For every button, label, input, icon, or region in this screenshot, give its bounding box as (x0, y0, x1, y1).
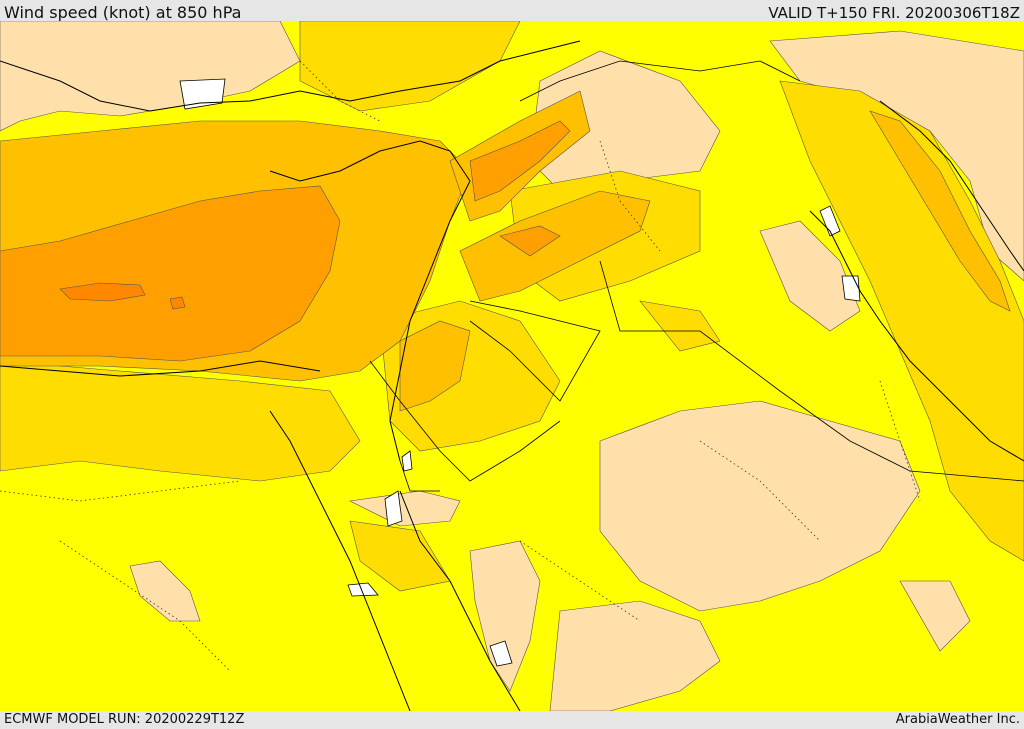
amber-region-jordan (399, 320, 471, 412)
tan-region-egypt (129, 560, 201, 622)
tan-region-arabia (599, 400, 921, 612)
coast-turkey (0, 40, 581, 112)
header-bar: Wind speed (knot) at 850 hPa VALID T+150… (0, 0, 1024, 22)
gold-region-iraq (639, 300, 721, 352)
wind-band-dark-orange (59, 282, 186, 310)
tan-region-red-sea (469, 540, 541, 692)
map-title: Wind speed (knot) at 850 hPa (4, 3, 242, 22)
gold-region-egypt-north (0, 360, 361, 482)
credit-text: ArabiaWeather Inc. (895, 712, 1020, 727)
gulf-of-aqaba (384, 490, 403, 527)
coast-persian-gulf (809, 210, 1024, 462)
orange-region-levant (469, 120, 571, 202)
border-egypt (399, 460, 440, 492)
red-sea-south (489, 640, 513, 667)
dotted-line-6 (519, 540, 641, 622)
tan-region-east (899, 580, 971, 652)
coast-levant (269, 140, 471, 462)
tan-region-zagros (759, 220, 861, 332)
dark-orange-core (59, 282, 146, 302)
model-run: ECMWF MODEL RUN: 20200229T12Z (4, 712, 245, 727)
amber-region-iran-strip (869, 110, 1011, 312)
dotted-line-2 (59, 540, 231, 672)
border-jordan (469, 300, 601, 402)
province-boundaries (0, 60, 921, 672)
gold-region-upper (299, 21, 521, 112)
valid-time: VALID T+150 FRI. 20200306T18Z (768, 4, 1020, 22)
orange-region-syria (499, 225, 561, 257)
gold-region-sinai-south (349, 520, 451, 592)
wind-speed-map (0, 21, 1024, 711)
dotted-line-7 (299, 60, 381, 122)
dotted-line-4 (699, 440, 821, 542)
coast-red-sea-east (399, 490, 521, 711)
border-syria-iraq (519, 60, 801, 102)
coast-egypt (0, 360, 321, 377)
dead-sea (401, 450, 413, 472)
border-saudi (369, 360, 561, 482)
lake-balkan (179, 78, 226, 110)
footer-bar: ECMWF MODEL RUN: 20200229T12Z ArabiaWeat… (0, 711, 1024, 729)
coast-red-sea-west (269, 410, 411, 711)
wind-band-tan (0, 21, 1024, 711)
dotted-line-5 (879, 380, 921, 502)
dark-orange-spot (169, 296, 186, 310)
red-sea-spot (347, 582, 379, 597)
orange-region-mediterranean (0, 185, 341, 362)
wind-band-gold (0, 21, 1024, 592)
tan-region-south (549, 600, 721, 711)
gulf-shallow (841, 275, 861, 302)
coast-iran (879, 100, 1024, 272)
amber-region-syria (459, 190, 651, 302)
wind-band-orange (0, 120, 571, 362)
coastlines (0, 40, 1024, 711)
dotted-line-3 (599, 140, 661, 252)
